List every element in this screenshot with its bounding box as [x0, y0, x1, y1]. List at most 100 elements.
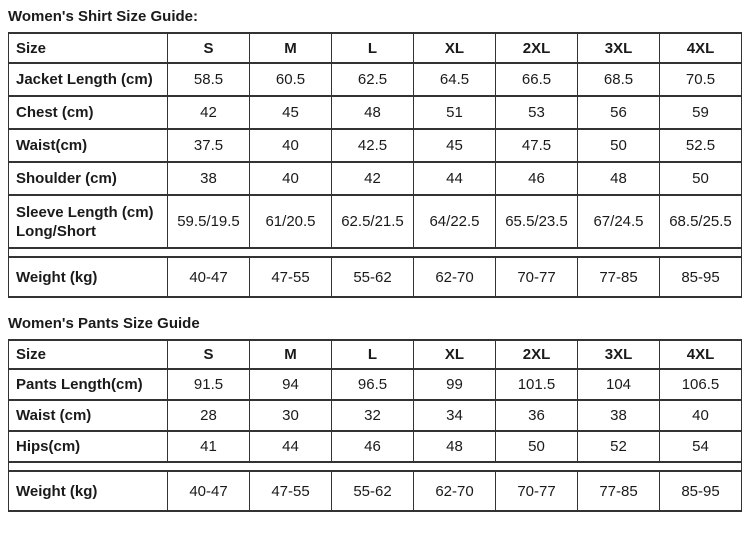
value-cell: 59.5/19.5: [167, 194, 250, 249]
value-cell: 104: [577, 368, 660, 401]
value-cell: 61/20.5: [249, 194, 332, 249]
value-cell: 55-62: [331, 470, 414, 512]
value-cell: 58.5: [167, 62, 250, 97]
value-cell: 65.5/23.5: [495, 194, 578, 249]
value-cell: 99: [413, 368, 496, 401]
value-cell: 47-55: [249, 256, 332, 298]
value-cell: 44: [249, 430, 332, 463]
value-cell: 62.5: [331, 62, 414, 97]
value-cell: 50: [577, 128, 660, 163]
table-header-row: Size S M L XL 2XL 3XL 4XL: [8, 339, 742, 370]
value-cell: 94: [249, 368, 332, 401]
row-label: Shoulder (cm): [8, 161, 168, 196]
value-cell: 45: [413, 128, 496, 163]
value-cell: 70-77: [495, 256, 578, 298]
value-cell: 85-95: [659, 256, 742, 298]
header-cell-size: Size: [8, 32, 168, 64]
value-cell: 77-85: [577, 256, 660, 298]
header-cell-xl: XL: [413, 32, 496, 64]
header-cell-4xl: 4XL: [659, 339, 742, 370]
table-spacer-row: [8, 247, 742, 258]
value-cell: 52: [577, 430, 660, 463]
value-cell: 40: [249, 128, 332, 163]
value-cell: 32: [331, 399, 414, 432]
value-cell: 37.5: [167, 128, 250, 163]
pants-guide-title: Women's Pants Size Guide: [8, 315, 200, 332]
row-label: Hips(cm): [8, 430, 168, 463]
value-cell: 40-47: [167, 256, 250, 298]
value-cell: 91.5: [167, 368, 250, 401]
value-cell: 46: [331, 430, 414, 463]
row-label: Waist (cm): [8, 399, 168, 432]
value-cell: 41: [167, 430, 250, 463]
value-cell: 51: [413, 95, 496, 130]
header-cell-s: S: [167, 339, 250, 370]
value-cell: 40-47: [167, 470, 250, 512]
value-cell: 62.5/21.5: [331, 194, 414, 249]
table-row: Weight (kg) 40-47 47-55 55-62 62-70 70-7…: [8, 256, 742, 298]
value-cell: 38: [167, 161, 250, 196]
header-cell-2xl: 2XL: [495, 339, 578, 370]
value-cell: 85-95: [659, 470, 742, 512]
pants-size-table: Size S M L XL 2XL 3XL 4XL Pants Length(c…: [8, 339, 742, 512]
value-cell: 56: [577, 95, 660, 130]
row-label: Chest (cm): [8, 95, 168, 130]
table-row: Weight (kg) 40-47 47-55 55-62 62-70 70-7…: [8, 470, 742, 512]
value-cell: 62-70: [413, 256, 496, 298]
header-cell-l: L: [331, 339, 414, 370]
table-header-row: Size S M L XL 2XL 3XL 4XL: [8, 32, 742, 64]
header-cell-3xl: 3XL: [577, 339, 660, 370]
table-row: Jacket Length (cm) 58.5 60.5 62.5 64.5 6…: [8, 62, 742, 97]
value-cell: 42.5: [331, 128, 414, 163]
row-label: Pants Length(cm): [8, 368, 168, 401]
value-cell: 67/24.5: [577, 194, 660, 249]
header-cell-m: M: [249, 32, 332, 64]
table-row: Sleeve Length (cm) Long/Short 59.5/19.5 …: [8, 194, 742, 249]
value-cell: 47.5: [495, 128, 578, 163]
row-label: Weight (kg): [8, 256, 168, 298]
value-cell: 36: [495, 399, 578, 432]
value-cell: 42: [331, 161, 414, 196]
value-cell: 46: [495, 161, 578, 196]
value-cell: 48: [331, 95, 414, 130]
value-cell: 62-70: [413, 470, 496, 512]
value-cell: 55-62: [331, 256, 414, 298]
row-label: Waist(cm): [8, 128, 168, 163]
header-cell-l: L: [331, 32, 414, 64]
spacer-cell: [8, 461, 742, 472]
value-cell: 68.5/25.5: [659, 194, 742, 249]
value-cell: 68.5: [577, 62, 660, 97]
value-cell: 40: [249, 161, 332, 196]
value-cell: 96.5: [331, 368, 414, 401]
table-row: Shoulder (cm) 38 40 42 44 46 48 50: [8, 161, 742, 196]
value-cell: 52.5: [659, 128, 742, 163]
value-cell: 106.5: [659, 368, 742, 401]
value-cell: 70-77: [495, 470, 578, 512]
value-cell: 50: [659, 161, 742, 196]
value-cell: 45: [249, 95, 332, 130]
value-cell: 64/22.5: [413, 194, 496, 249]
value-cell: 64.5: [413, 62, 496, 97]
value-cell: 42: [167, 95, 250, 130]
row-label: Sleeve Length (cm) Long/Short: [8, 194, 168, 249]
value-cell: 34: [413, 399, 496, 432]
value-cell: 30: [249, 399, 332, 432]
value-cell: 54: [659, 430, 742, 463]
value-cell: 38: [577, 399, 660, 432]
table-row: Waist (cm) 28 30 32 34 36 38 40: [8, 399, 742, 432]
value-cell: 48: [577, 161, 660, 196]
shirt-size-table: Size S M L XL 2XL 3XL 4XL Jacket Length …: [8, 32, 742, 298]
spacer-cell: [8, 247, 742, 258]
table-spacer-row: [8, 461, 742, 472]
size-guide-page: Women's Shirt Size Guide: Size S M L XL …: [8, 8, 742, 512]
header-cell-3xl: 3XL: [577, 32, 660, 64]
value-cell: 59: [659, 95, 742, 130]
shirt-guide-title: Women's Shirt Size Guide:: [8, 8, 198, 25]
header-cell-size: Size: [8, 339, 168, 370]
value-cell: 50: [495, 430, 578, 463]
header-cell-2xl: 2XL: [495, 32, 578, 64]
header-cell-m: M: [249, 339, 332, 370]
value-cell: 28: [167, 399, 250, 432]
value-cell: 53: [495, 95, 578, 130]
value-cell: 40: [659, 399, 742, 432]
